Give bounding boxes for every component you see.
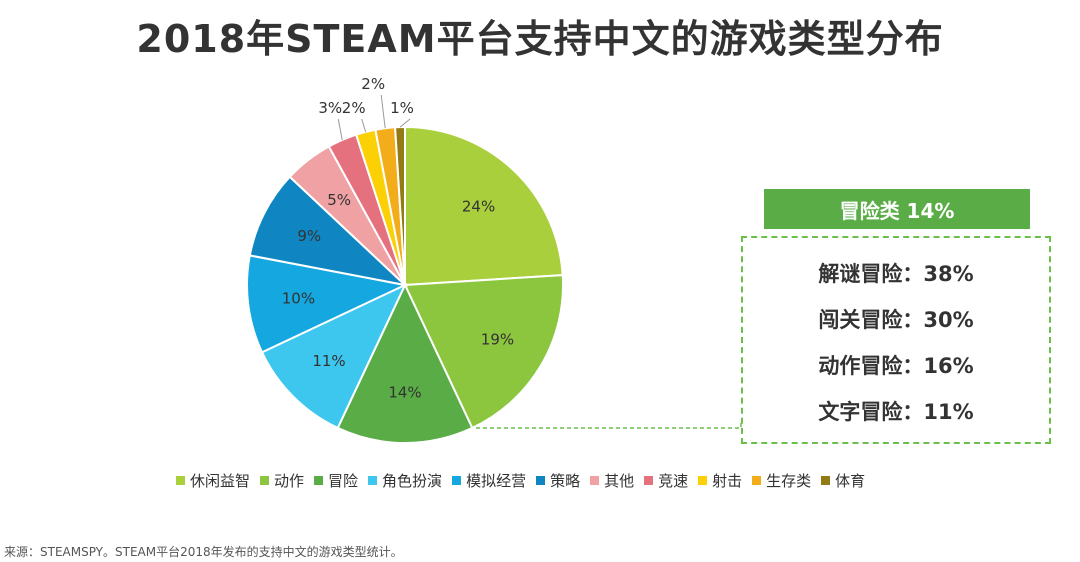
legend-label: 休闲益智 bbox=[190, 472, 251, 490]
pie-slice-4 bbox=[260, 282, 408, 430]
leader-line bbox=[399, 118, 411, 128]
legend-swatch bbox=[536, 476, 546, 485]
pie-slice-2 bbox=[403, 274, 564, 430]
legend-item: 生存类 bbox=[752, 470, 811, 491]
chart-title: 2018年STEAM平台支持中文的游戏类型分布 bbox=[136, 17, 944, 61]
legend-label: 竞速 bbox=[658, 472, 689, 490]
legend-label: 角色扮演 bbox=[382, 472, 443, 490]
legend-label: 策略 bbox=[550, 472, 581, 490]
legend-item: 射击 bbox=[698, 470, 742, 491]
callout-connector bbox=[476, 420, 742, 429]
legend-label: 冒险 bbox=[328, 472, 359, 490]
callout-header: 冒险类 14% bbox=[764, 189, 1030, 229]
slice-label: 19% bbox=[481, 331, 514, 349]
slice-label: 24% bbox=[462, 198, 495, 216]
slice-label: 3% bbox=[318, 99, 342, 117]
legend-item: 角色扮演 bbox=[368, 470, 442, 491]
legend: 休闲益智 动作 冒险 角色扮演 模拟经营 策略 其他 竞速 射击 生存类 体育 bbox=[176, 470, 936, 491]
pie-slices bbox=[246, 125, 564, 444]
legend-swatch bbox=[644, 476, 654, 485]
legend-item: 其他 bbox=[590, 470, 634, 491]
slice-label: 1% bbox=[390, 99, 414, 117]
slice-label: 9% bbox=[297, 227, 321, 245]
leader-line bbox=[361, 118, 367, 133]
legend-item: 休闲益智 bbox=[176, 470, 250, 491]
slice-label: 2% bbox=[361, 75, 385, 93]
legend-label: 射击 bbox=[712, 472, 743, 490]
slice-label: 14% bbox=[388, 383, 421, 401]
leader-line bbox=[337, 118, 343, 141]
legend-item: 冒险 bbox=[314, 470, 358, 491]
legend-item: 体育 bbox=[821, 470, 865, 491]
source-note: 来源：STEAMSPY。STEAM平台2018年发布的支持中文的游戏类型统计。 bbox=[4, 545, 403, 559]
legend-label: 模拟经营 bbox=[466, 472, 527, 490]
slice-label: 11% bbox=[312, 352, 345, 370]
callout-row: 动作冒险：16% bbox=[818, 354, 974, 378]
legend-swatch bbox=[698, 476, 708, 485]
slice-label: 5% bbox=[327, 191, 351, 209]
callout-row: 解谜冒险：38% bbox=[818, 262, 974, 286]
legend-swatch bbox=[590, 476, 600, 485]
pie-slice-3 bbox=[336, 282, 474, 444]
slice-label: 10% bbox=[282, 289, 315, 307]
legend-swatch bbox=[452, 476, 462, 485]
legend-swatch bbox=[260, 476, 270, 485]
legend-item: 模拟经营 bbox=[452, 470, 526, 491]
pie-slice-11 bbox=[394, 125, 406, 286]
pie-slice-1 bbox=[404, 125, 564, 287]
legend-swatch bbox=[752, 476, 762, 485]
legend-swatch bbox=[314, 476, 324, 485]
slice-label: 2% bbox=[342, 99, 366, 117]
pie-labels: 24%19%14%11%10%9%5%3% 2%2%1% bbox=[282, 75, 514, 401]
legend-item: 动作 bbox=[260, 470, 304, 491]
pie-slice-6 bbox=[248, 175, 409, 287]
leader-line bbox=[380, 94, 386, 129]
callout-row: 闯关冒险：30% bbox=[818, 308, 974, 332]
legend-label: 生存类 bbox=[766, 472, 812, 490]
legend-item: 策略 bbox=[536, 470, 580, 491]
callout-box: 解谜冒险：38% 闯关冒险：30% 动作冒险：16% 文字冒险：11% bbox=[741, 236, 1051, 444]
legend-swatch bbox=[176, 476, 185, 485]
callout-row: 文字冒险：11% bbox=[818, 400, 974, 424]
legend-label: 体育 bbox=[835, 472, 866, 490]
legend-label: 动作 bbox=[274, 472, 305, 490]
legend-swatch bbox=[821, 476, 831, 485]
legend-swatch bbox=[368, 476, 378, 485]
pie-slice-5 bbox=[246, 254, 409, 354]
legend-item: 竞速 bbox=[644, 470, 688, 491]
legend-label: 其他 bbox=[604, 472, 635, 490]
